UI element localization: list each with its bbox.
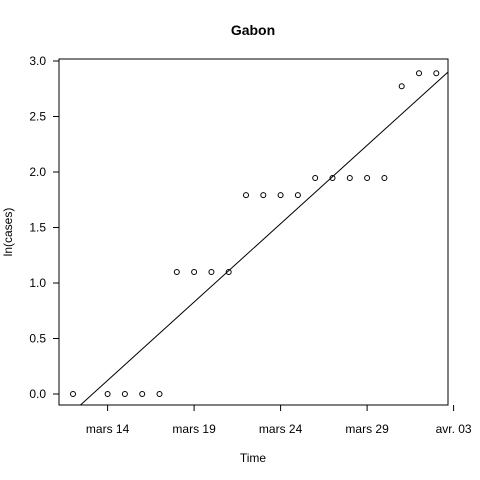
data-point bbox=[398, 83, 405, 90]
data-point bbox=[312, 174, 319, 181]
data-point bbox=[277, 192, 284, 199]
x-tick-label: mars 14 bbox=[86, 422, 130, 436]
fit-line bbox=[79, 71, 448, 405]
data-point bbox=[243, 192, 249, 199]
data-point bbox=[139, 391, 146, 397]
data-point bbox=[346, 174, 353, 181]
data-point bbox=[156, 391, 163, 397]
data-point bbox=[329, 174, 336, 181]
data-point bbox=[433, 70, 440, 77]
data-point bbox=[191, 269, 198, 276]
y-tick-label: 1.5 bbox=[29, 221, 46, 235]
y-tick-label: 1.0 bbox=[29, 276, 46, 290]
x-tick-label: mars 24 bbox=[259, 422, 303, 436]
x-tick-label: mars 29 bbox=[345, 422, 389, 436]
data-point bbox=[364, 174, 371, 181]
plot-frame bbox=[58, 58, 449, 406]
x-tick-label: mars 19 bbox=[172, 422, 216, 436]
data-point bbox=[294, 192, 301, 199]
y-axis-label: ln(cases) bbox=[1, 208, 15, 257]
y-tick-label: 2.5 bbox=[29, 110, 46, 124]
y-axis: 0.0 0.5 1.0 1.5 2.0 2.5 3.0 bbox=[29, 54, 59, 401]
data-point bbox=[416, 70, 422, 77]
x-tick-label: avr. 03 bbox=[436, 422, 472, 436]
data-point bbox=[208, 269, 215, 276]
y-tick-label: 3.0 bbox=[29, 54, 46, 68]
x-axis: mars 14 mars 19 mars 24 mars 29 avr. 03 bbox=[86, 405, 472, 436]
data-point bbox=[381, 174, 388, 181]
data-point bbox=[225, 269, 232, 276]
data-point bbox=[121, 391, 128, 397]
chart-title: Gabon bbox=[231, 22, 275, 38]
plot-area bbox=[70, 70, 448, 405]
data-point bbox=[173, 269, 180, 276]
x-axis-label: Time bbox=[240, 451, 267, 465]
data-point bbox=[104, 391, 111, 397]
y-tick-label: 0.5 bbox=[29, 332, 46, 346]
y-tick-label: 2.0 bbox=[29, 165, 46, 179]
y-tick-label: 0.0 bbox=[29, 387, 46, 401]
data-point bbox=[260, 192, 267, 199]
data-point bbox=[70, 391, 76, 397]
